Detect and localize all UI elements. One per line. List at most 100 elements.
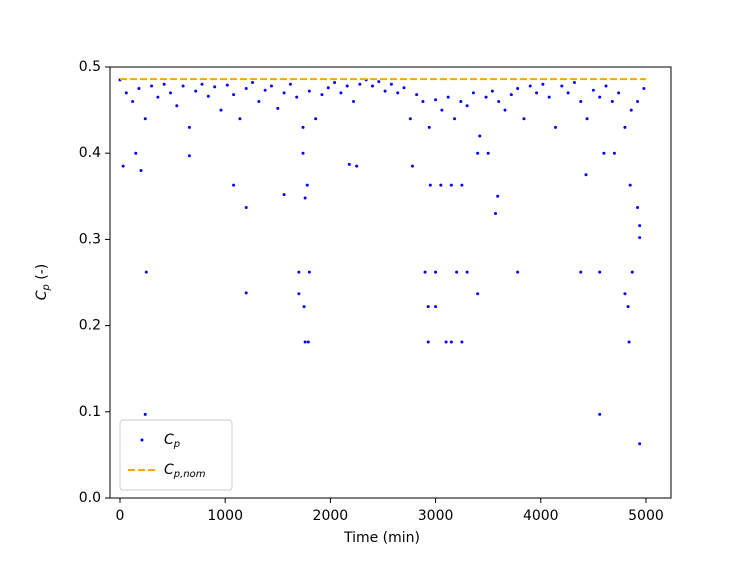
data-point	[410, 164, 414, 168]
data-point	[471, 91, 475, 95]
data-point	[426, 305, 430, 309]
data-point	[460, 183, 464, 187]
data-point	[139, 168, 143, 172]
data-point	[347, 162, 351, 166]
data-point	[484, 95, 488, 99]
data-point	[307, 89, 311, 93]
data-point	[439, 183, 443, 187]
data-point	[628, 183, 632, 187]
y-tick-label: 0.4	[79, 145, 101, 161]
data-point	[598, 95, 602, 99]
data-point	[219, 108, 223, 112]
data-point	[528, 84, 532, 88]
data-point	[269, 84, 273, 88]
data-point	[636, 99, 640, 103]
data-point	[251, 81, 255, 85]
data-point	[131, 99, 135, 103]
y-tick-label: 0.0	[79, 490, 101, 506]
data-point	[610, 99, 614, 103]
data-point	[339, 91, 343, 95]
data-point	[440, 108, 444, 112]
x-tick-label: 2000	[313, 508, 349, 524]
data-point	[434, 305, 438, 309]
data-point	[288, 82, 292, 86]
data-point	[503, 108, 507, 112]
x-tick-label: 5000	[628, 508, 664, 524]
data-point	[303, 196, 307, 200]
data-point	[320, 93, 324, 97]
data-point	[478, 134, 482, 138]
data-point	[460, 340, 464, 344]
data-point	[617, 91, 621, 95]
plot-area	[118, 78, 646, 446]
data-point	[415, 93, 419, 97]
data-point	[623, 292, 627, 296]
data-point	[612, 151, 616, 155]
data-point	[465, 270, 469, 274]
data-point	[496, 194, 500, 198]
data-point	[446, 95, 450, 99]
data-point	[535, 91, 539, 95]
data-point	[630, 270, 634, 274]
data-point	[627, 340, 631, 344]
data-point	[238, 117, 242, 121]
data-point	[150, 84, 154, 88]
data-point	[598, 412, 602, 416]
data-point	[137, 87, 141, 91]
data-point	[579, 99, 583, 103]
data-point	[297, 292, 301, 296]
x-tick-label: 4000	[523, 508, 559, 524]
data-point	[497, 99, 501, 103]
data-point	[591, 88, 595, 92]
data-point	[602, 151, 606, 155]
data-point	[434, 270, 438, 274]
data-point	[383, 89, 387, 93]
data-point	[449, 183, 453, 187]
data-point	[486, 151, 490, 155]
data-point	[213, 85, 217, 89]
data-point	[455, 270, 459, 274]
data-point	[225, 83, 229, 87]
data-point	[305, 183, 309, 187]
y-tick-label: 0.1	[79, 404, 101, 420]
data-point	[623, 125, 627, 129]
data-point	[307, 270, 311, 274]
y-tick-label: 0.2	[79, 318, 101, 334]
data-point	[584, 173, 588, 177]
data-point	[282, 91, 286, 95]
data-point	[306, 340, 310, 344]
data-point	[428, 183, 432, 187]
data-point	[626, 305, 630, 309]
data-point	[156, 95, 160, 99]
data-point	[426, 340, 430, 344]
data-point	[232, 93, 236, 97]
data-point	[522, 117, 526, 121]
data-point	[244, 291, 248, 295]
data-point	[449, 340, 453, 344]
data-point	[134, 151, 138, 155]
data-point	[638, 236, 642, 240]
data-point	[516, 87, 520, 91]
data-point	[427, 125, 431, 129]
legend-box	[119, 419, 233, 491]
data-point	[377, 80, 381, 84]
data-point	[124, 91, 128, 95]
data-point	[200, 82, 204, 86]
data-point	[301, 151, 305, 155]
data-point	[572, 81, 576, 85]
data-point	[560, 84, 564, 88]
data-point	[476, 292, 480, 296]
data-point	[642, 87, 646, 91]
data-point	[326, 86, 330, 90]
data-point	[423, 270, 427, 274]
data-point	[579, 270, 583, 274]
y-tick-label: 0.3	[79, 231, 101, 247]
legend-label: Cp	[164, 432, 180, 450]
data-point	[144, 270, 148, 274]
data-point	[494, 212, 498, 216]
data-point	[389, 82, 393, 86]
data-point	[516, 270, 520, 274]
data-point	[358, 82, 362, 86]
data-point	[175, 104, 179, 108]
data-point	[636, 206, 640, 210]
